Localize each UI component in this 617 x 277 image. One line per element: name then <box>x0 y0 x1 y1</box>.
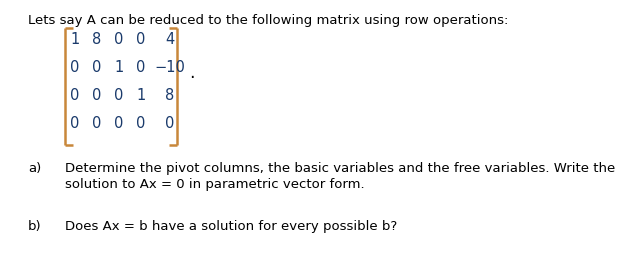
Text: 0: 0 <box>136 60 146 75</box>
Text: −10: −10 <box>155 60 186 75</box>
Text: solution to Ax = 0 in parametric vector form.: solution to Ax = 0 in parametric vector … <box>65 178 365 191</box>
Text: 0: 0 <box>114 88 123 103</box>
Text: Does Ax = b have a solution for every possible b?: Does Ax = b have a solution for every po… <box>65 220 397 233</box>
Text: b): b) <box>28 220 41 233</box>
Text: Determine the pivot columns, the basic variables and the free variables. Write t: Determine the pivot columns, the basic v… <box>65 162 615 175</box>
Text: 1: 1 <box>136 88 146 103</box>
Text: 0: 0 <box>93 60 102 75</box>
Text: 0: 0 <box>136 116 146 131</box>
Text: 4: 4 <box>165 32 175 47</box>
Text: 0: 0 <box>136 32 146 47</box>
Text: 0: 0 <box>70 60 80 75</box>
Text: 0: 0 <box>114 32 123 47</box>
Text: 8: 8 <box>165 88 175 103</box>
Text: 1: 1 <box>114 60 123 75</box>
Text: 0: 0 <box>93 88 102 103</box>
Text: 0: 0 <box>70 116 80 131</box>
Text: 0: 0 <box>165 116 175 131</box>
Text: a): a) <box>28 162 41 175</box>
Text: 0: 0 <box>70 88 80 103</box>
Text: 1: 1 <box>70 32 80 47</box>
Text: 8: 8 <box>93 32 102 47</box>
Text: .: . <box>189 64 194 82</box>
Text: Lets say A can be reduced to the following matrix using row operations:: Lets say A can be reduced to the followi… <box>28 14 508 27</box>
Text: 0: 0 <box>114 116 123 131</box>
Text: 0: 0 <box>93 116 102 131</box>
